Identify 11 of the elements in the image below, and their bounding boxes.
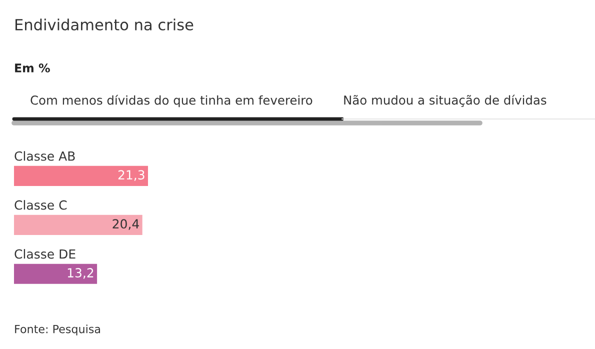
y-tick-label: Classe AB [14, 151, 75, 161]
data-label: 21,3 [118, 170, 144, 181]
data-label: 13,2 [68, 268, 94, 279]
data-label: 20,4 [112, 219, 139, 230]
chart-title: Endividamento na crise [16, 18, 194, 30]
y-tick-label: Classe C [14, 200, 67, 210]
source-note: Fonte: Pesquisa [15, 324, 100, 336]
y-tick-label: Classe DE [14, 249, 76, 259]
chart-subtitle: Em % [15, 63, 50, 72]
text: Não mudou a situação de dívidas [344, 94, 546, 107]
text: Com menos dívidas do que tinha em fevereiro [30, 94, 312, 108]
